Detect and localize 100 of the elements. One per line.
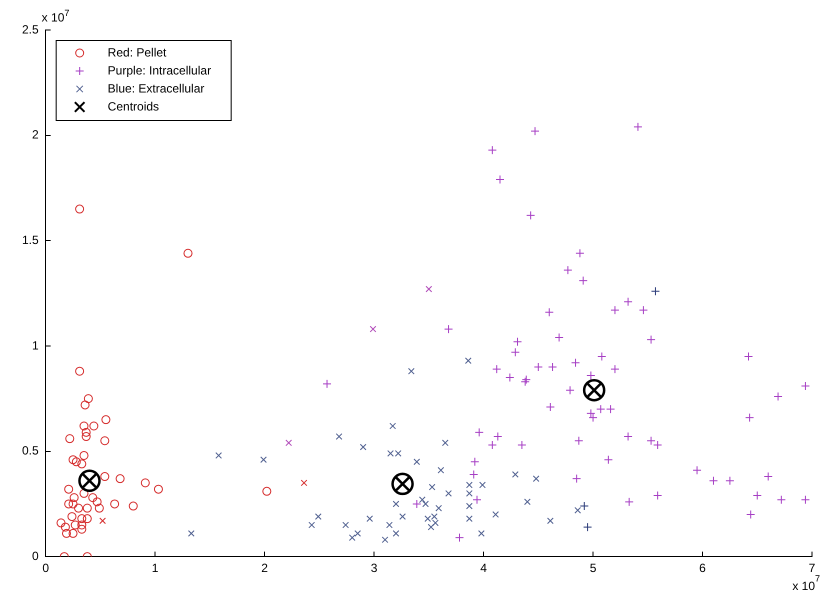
- point: [89, 422, 98, 431]
- point: [360, 444, 366, 450]
- point: [422, 500, 429, 508]
- x-tick-label: 2: [261, 561, 268, 576]
- point: [84, 394, 93, 404]
- point: [478, 530, 485, 537]
- x-tick-label: 7: [808, 561, 816, 576]
- point: [260, 456, 267, 464]
- point: [392, 530, 400, 537]
- point: [547, 517, 554, 524]
- point: [82, 504, 92, 513]
- point: [88, 493, 98, 502]
- point: [70, 493, 79, 502]
- point: [78, 470, 101, 492]
- point: [74, 504, 84, 513]
- point: [62, 528, 71, 538]
- point: [574, 506, 582, 514]
- point: [394, 450, 402, 457]
- point: [188, 530, 195, 537]
- point: [582, 378, 606, 402]
- point: [67, 512, 76, 522]
- legend-label: Purple: Intracellular: [108, 63, 212, 78]
- point: [308, 522, 316, 528]
- point: [77, 459, 86, 468]
- x-tick-label: 1: [152, 561, 159, 576]
- point: [110, 499, 120, 508]
- point: [65, 434, 74, 444]
- point: [492, 511, 499, 518]
- point: [479, 482, 486, 488]
- y-tick-label: 0: [32, 548, 39, 563]
- point: [70, 520, 80, 530]
- point: [60, 522, 70, 532]
- point: [438, 466, 444, 474]
- point: [94, 504, 104, 513]
- y-tick-label: 2.5: [22, 22, 39, 36]
- point: [466, 515, 473, 522]
- point: [413, 458, 420, 466]
- point: [408, 368, 415, 375]
- point: [435, 504, 442, 512]
- point: [428, 524, 434, 530]
- x-tick-label: 0: [42, 561, 50, 576]
- point: [154, 484, 163, 494]
- point: [82, 428, 91, 437]
- x-tick-label: 3: [370, 561, 378, 576]
- point: [64, 484, 74, 494]
- point: [72, 457, 81, 466]
- point: [140, 478, 150, 488]
- point: [64, 499, 74, 508]
- point: [56, 518, 66, 528]
- point: [68, 528, 78, 538]
- point: [80, 450, 88, 460]
- x-tick-label: 4: [480, 561, 488, 576]
- point: [77, 514, 86, 524]
- x-tick-label: 5: [590, 561, 597, 576]
- point: [128, 502, 138, 511]
- point: [370, 326, 376, 332]
- legend-label: Red: Pellet: [108, 45, 168, 60]
- point: [466, 502, 473, 510]
- point: [285, 440, 292, 446]
- legend-label: Blue: Extracellular: [108, 81, 204, 96]
- point: [75, 204, 84, 214]
- point: [445, 490, 452, 497]
- point: [92, 497, 102, 506]
- point: [68, 499, 78, 508]
- point: [354, 530, 362, 537]
- point: [82, 514, 92, 524]
- point: [532, 475, 540, 482]
- y-tick-label: 0.5: [22, 444, 39, 458]
- point: [392, 500, 400, 508]
- point: [366, 515, 374, 522]
- point: [215, 452, 222, 459]
- point: [100, 436, 110, 446]
- point: [75, 366, 84, 376]
- point: [389, 422, 396, 430]
- point: [336, 433, 342, 440]
- point: [382, 536, 388, 544]
- point: [428, 484, 436, 490]
- point: [100, 472, 110, 482]
- point: [184, 248, 192, 258]
- y-tick-label: 2: [32, 128, 39, 142]
- point: [424, 515, 432, 522]
- point: [262, 486, 272, 496]
- point: [77, 524, 86, 534]
- point: [80, 400, 90, 410]
- point: [426, 286, 432, 292]
- point: [101, 415, 110, 424]
- y-tick-label: 1.5: [22, 232, 39, 247]
- point: [116, 474, 125, 484]
- x-tick-label: 6: [699, 561, 706, 576]
- point: [391, 472, 414, 496]
- point: [80, 422, 88, 431]
- legend-label: Centroids: [108, 99, 160, 114]
- point: [399, 513, 406, 520]
- point: [68, 455, 78, 464]
- point: [464, 357, 472, 364]
- point: [342, 522, 349, 528]
- point: [348, 534, 356, 541]
- y-tick-label: 1: [32, 338, 39, 352]
- point: [524, 498, 531, 506]
- point: [314, 513, 322, 520]
